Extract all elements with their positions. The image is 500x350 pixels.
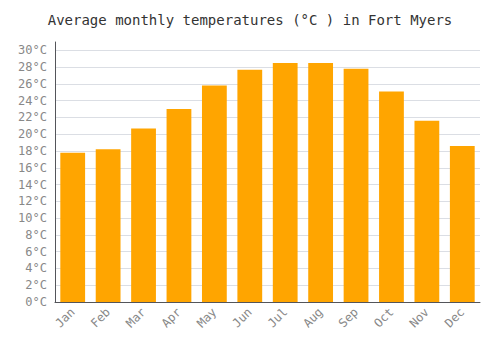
svg-text:0°C: 0°C [25, 295, 47, 309]
svg-text:Feb: Feb [88, 305, 113, 330]
svg-text:Sep: Sep [336, 305, 361, 330]
svg-text:Apr: Apr [159, 305, 184, 330]
svg-text:Oct: Oct [371, 305, 396, 330]
svg-text:10°C: 10°C [18, 211, 47, 225]
svg-text:20°C: 20°C [18, 127, 47, 141]
svg-text:6°C: 6°C [25, 245, 47, 259]
svg-text:Jul: Jul [265, 305, 290, 330]
svg-text:14°C: 14°C [18, 178, 47, 192]
svg-text:Average monthly temperatures (: Average monthly temperatures (°C ) in Fo… [48, 12, 453, 28]
svg-text:16°C: 16°C [18, 161, 47, 175]
svg-text:Mar: Mar [123, 305, 148, 330]
svg-text:Jun: Jun [230, 305, 255, 330]
svg-text:18°C: 18°C [18, 144, 47, 158]
svg-text:Jan: Jan [52, 305, 77, 330]
svg-text:4°C: 4°C [25, 261, 47, 275]
svg-text:30°C: 30°C [18, 43, 47, 57]
svg-text:Dec: Dec [442, 305, 467, 330]
svg-text:12°C: 12°C [18, 194, 47, 208]
svg-text:26°C: 26°C [18, 77, 47, 91]
svg-text:2°C: 2°C [25, 278, 47, 292]
svg-text:28°C: 28°C [18, 60, 47, 74]
svg-text:8°C: 8°C [25, 228, 47, 242]
svg-text:Aug: Aug [300, 305, 325, 330]
svg-text:24°C: 24°C [18, 94, 47, 108]
svg-text:Nov: Nov [407, 305, 432, 330]
svg-text:22°C: 22°C [18, 110, 47, 124]
svg-text:May: May [194, 305, 219, 330]
